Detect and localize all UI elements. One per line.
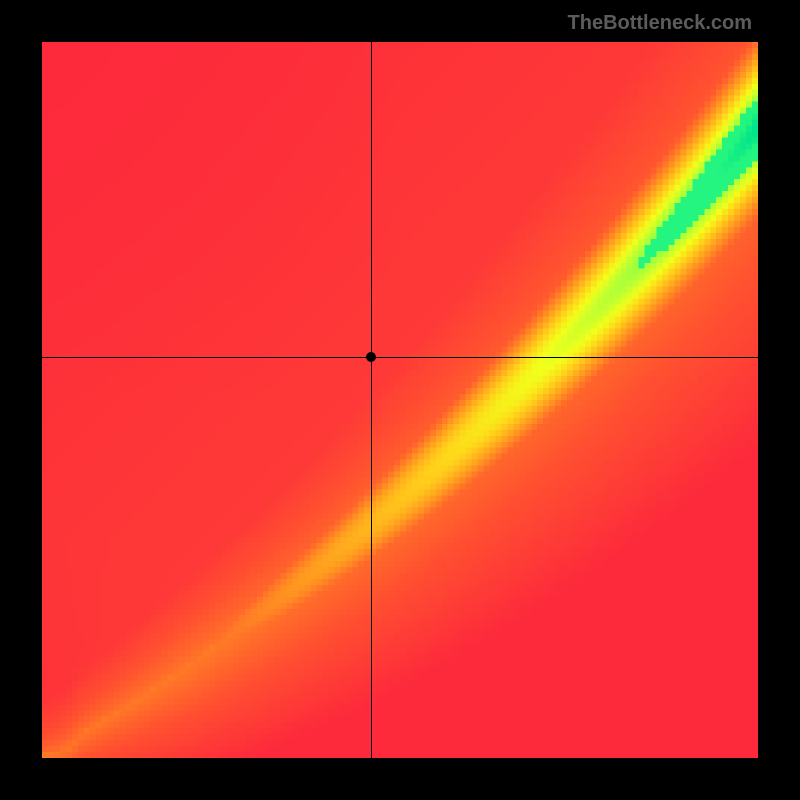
heatmap-canvas — [42, 42, 758, 758]
chart-container: TheBottleneck.com — [0, 0, 800, 800]
crosshair-horizontal — [42, 357, 758, 358]
crosshair-vertical — [371, 42, 372, 758]
watermark-text: TheBottleneck.com — [568, 12, 752, 35]
plot-area — [42, 42, 758, 758]
crosshair-marker — [366, 352, 376, 362]
